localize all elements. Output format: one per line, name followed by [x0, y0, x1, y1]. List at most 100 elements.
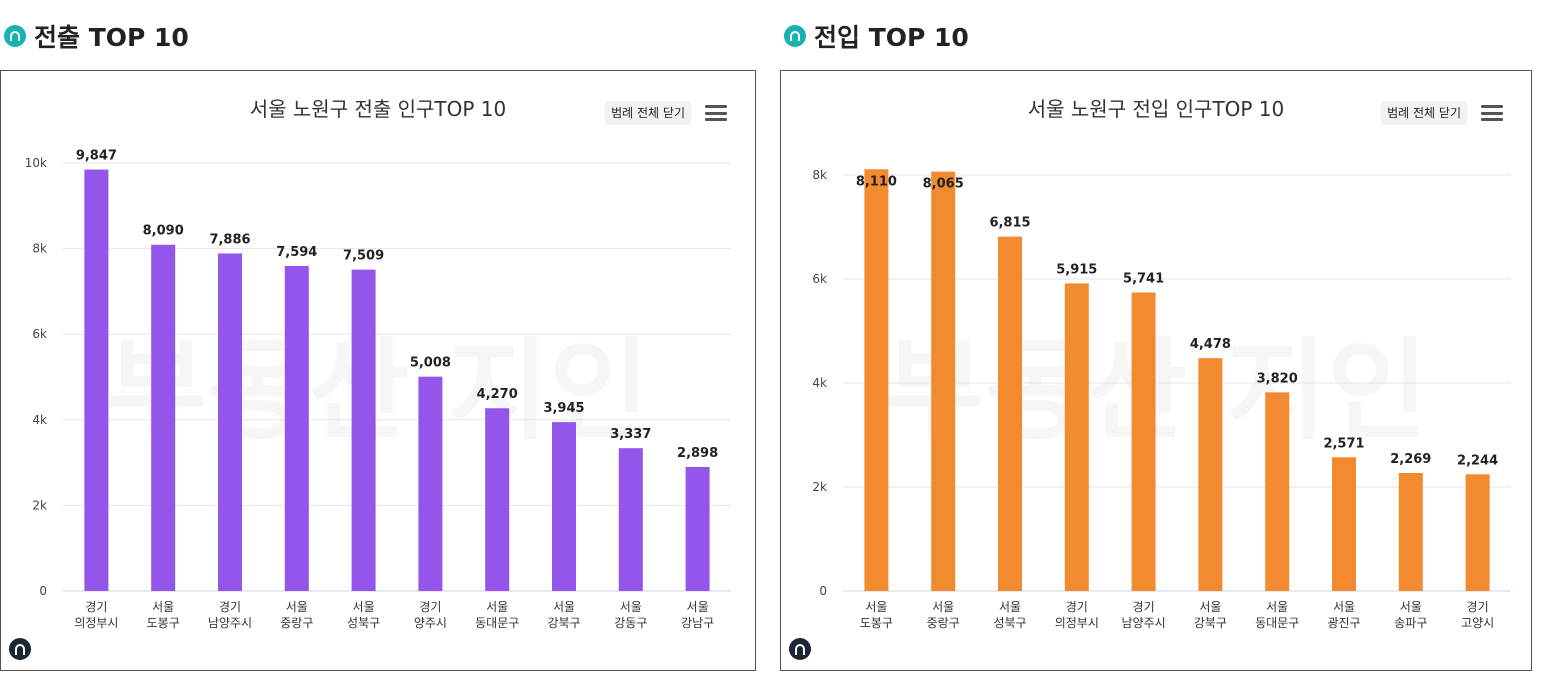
x-category-label: 서울	[999, 600, 1021, 614]
x-category-label: 강동구	[614, 616, 647, 630]
bar	[618, 448, 643, 591]
x-category-label: 양주시	[414, 616, 447, 630]
x-category-label: 서울	[353, 600, 375, 614]
x-category-label: 성북구	[347, 616, 380, 630]
x-category-label: 서울	[1400, 600, 1422, 614]
inflow-heading-text: 전입 TOP 10	[814, 23, 969, 52]
bar	[84, 169, 109, 591]
inflow-chart-container: 부동산 지인 서울 노원구 전입 인구TOP 10 범례 전체 닫기 02k4k…	[780, 70, 1532, 671]
inflow-panel: 전입 TOP 10 부동산 지인 서울 노원구 전입 인구TOP 10 범례 전…	[780, 0, 1540, 678]
y-tick-label: 8k	[32, 242, 47, 256]
x-category-label: 동대문구	[1255, 616, 1299, 630]
data-label: 3,945	[543, 401, 584, 416]
home-badge-icon	[784, 25, 806, 47]
hamburger-menu-icon[interactable]	[705, 105, 727, 121]
bar	[284, 265, 309, 591]
x-category-label: 도봉구	[147, 616, 180, 630]
x-category-label: 서울	[1266, 600, 1288, 614]
x-category-label: 서울	[932, 600, 954, 614]
y-tick-label: 2k	[32, 498, 47, 512]
data-label: 8,110	[856, 174, 897, 189]
y-tick-label: 6k	[812, 272, 827, 286]
data-label: 5,008	[410, 356, 451, 371]
data-label: 2,269	[1390, 452, 1431, 467]
data-label: 9,847	[76, 149, 117, 164]
brand-logo-icon	[789, 638, 811, 660]
bar	[1332, 457, 1356, 591]
data-label: 4,270	[477, 387, 518, 402]
x-category-label: 광진구	[1327, 616, 1360, 630]
x-category-label: 의정부시	[74, 616, 118, 630]
y-tick-label: 0	[819, 584, 827, 598]
x-category-label: 중랑구	[280, 616, 313, 630]
y-tick-label: 2k	[812, 480, 827, 494]
inflow-section-heading: 전입 TOP 10	[784, 18, 969, 54]
x-category-label: 강북구	[547, 616, 580, 630]
x-category-label: 경기	[419, 600, 441, 614]
x-category-label: 서울	[553, 600, 575, 614]
x-category-label: 고양시	[1461, 616, 1494, 630]
brand-logo-icon	[9, 638, 31, 660]
y-tick-label: 0	[39, 584, 47, 598]
data-label: 5,741	[1123, 271, 1164, 286]
y-tick-label: 10k	[25, 156, 47, 170]
home-badge-icon	[4, 25, 26, 47]
outflow-section-heading: 전출 TOP 10	[4, 18, 189, 54]
bar	[151, 244, 176, 592]
y-tick-label: 4k	[812, 376, 827, 390]
data-label: 8,065	[923, 177, 964, 192]
data-label: 3,337	[610, 427, 651, 442]
bar	[1131, 292, 1156, 591]
data-label: 7,886	[209, 232, 250, 247]
bar	[418, 376, 443, 591]
x-category-label: 강남구	[681, 616, 714, 630]
x-category-label: 성북구	[993, 616, 1026, 630]
y-tick-label: 4k	[32, 413, 47, 427]
legend-toggle-button[interactable]: 범례 전체 닫기	[605, 101, 691, 125]
bar	[218, 253, 242, 592]
data-label: 6,815	[989, 216, 1030, 231]
x-category-label: 강북구	[1194, 616, 1227, 630]
bar	[864, 169, 889, 591]
bar	[351, 269, 376, 591]
x-category-label: 남양주시	[1122, 616, 1166, 630]
data-label: 5,915	[1056, 262, 1097, 277]
inflow-chart-title: 서울 노원구 전입 인구TOP 10	[1027, 97, 1285, 121]
y-tick-label: 6k	[32, 327, 47, 341]
x-category-label: 남양주시	[208, 616, 252, 630]
outflow-chart-container: 부동산 지인 서울 노원구 전출 인구TOP 10 범례 전체 닫기 02k4k…	[0, 70, 756, 671]
bar	[998, 236, 1022, 591]
bar	[1265, 392, 1290, 591]
x-category-label: 서울	[620, 600, 642, 614]
x-category-label: 서울	[687, 600, 709, 614]
x-category-label: 서울	[152, 600, 174, 614]
bar	[1198, 358, 1223, 591]
x-category-label: 경기	[219, 600, 241, 614]
data-label: 2,244	[1457, 453, 1498, 468]
data-label: 8,090	[143, 224, 184, 239]
x-category-label: 서울	[865, 600, 887, 614]
x-category-label: 송파구	[1394, 616, 1427, 630]
bar	[1398, 473, 1423, 591]
legend-toggle-button[interactable]: 범례 전체 닫기	[1381, 101, 1467, 125]
bar	[485, 408, 510, 591]
data-label: 7,509	[343, 249, 384, 264]
y-tick-label: 8k	[812, 168, 827, 182]
bar	[552, 422, 576, 591]
x-category-label: 경기	[85, 600, 107, 614]
data-label: 2,571	[1323, 436, 1364, 451]
data-label: 4,478	[1190, 337, 1231, 352]
data-label: 7,594	[276, 245, 317, 260]
outflow-chart-title: 서울 노원구 전출 인구TOP 10	[249, 97, 507, 121]
x-category-label: 도봉구	[860, 616, 893, 630]
outflow-heading-text: 전출 TOP 10	[34, 23, 189, 52]
bar	[685, 466, 710, 591]
x-category-label: 서울	[286, 600, 308, 614]
x-category-label: 경기	[1133, 600, 1155, 614]
x-category-label: 서울	[486, 600, 508, 614]
x-category-label: 경기	[1066, 600, 1088, 614]
data-label: 3,820	[1257, 371, 1298, 386]
hamburger-menu-icon[interactable]	[1481, 105, 1503, 121]
